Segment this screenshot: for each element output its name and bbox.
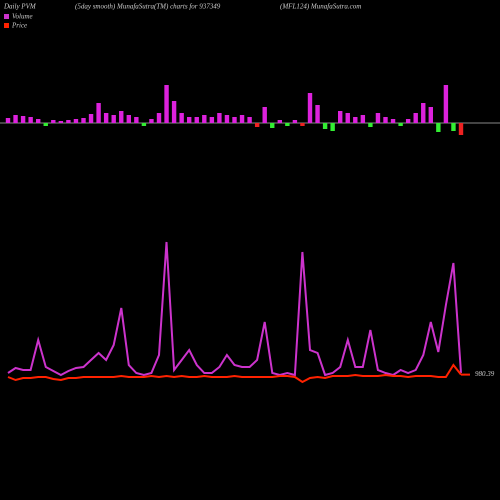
bar (443, 85, 449, 123)
series-line (7, 241, 462, 377)
bar (209, 117, 215, 123)
bar (126, 115, 131, 123)
bar (375, 113, 381, 123)
bar (247, 117, 252, 123)
bar (171, 101, 177, 123)
bar (458, 123, 464, 135)
bar (262, 107, 267, 123)
bar (277, 120, 282, 123)
chart-subtitle: (5day smooth) MunafaSutra(TM) charts for… (75, 3, 221, 11)
bar (405, 119, 411, 123)
bar (13, 115, 18, 123)
bar (179, 113, 184, 123)
bar (156, 113, 162, 123)
bar (36, 119, 41, 123)
bar (315, 105, 320, 123)
bar (368, 123, 373, 127)
bar (360, 115, 366, 123)
bar (428, 107, 433, 123)
legend-label: Volume (12, 13, 33, 21)
bar (66, 120, 71, 123)
bar (81, 118, 86, 123)
bar (111, 115, 116, 123)
legend-label: Price (11, 22, 27, 30)
bar (398, 123, 403, 126)
bar (58, 121, 64, 123)
chart-title: Daily PVM (3, 3, 37, 11)
bar (345, 113, 350, 123)
bar (141, 123, 147, 126)
bar (20, 116, 26, 123)
legend-swatch (4, 14, 9, 19)
bar (96, 103, 101, 123)
bar (330, 123, 335, 131)
bar (413, 113, 418, 123)
bar (119, 111, 124, 123)
bar (239, 115, 245, 123)
bar (285, 123, 290, 126)
bar (300, 123, 305, 126)
bar (217, 113, 222, 123)
bar (43, 123, 48, 126)
bar (232, 117, 237, 123)
bar (322, 123, 328, 129)
bar (5, 118, 11, 123)
bar (451, 123, 456, 131)
bar (88, 114, 94, 123)
value-label: 980.39 (475, 370, 495, 378)
bar (103, 113, 109, 123)
series-line (7, 363, 462, 384)
bar (149, 119, 154, 123)
bar (164, 85, 169, 123)
bar (436, 123, 441, 132)
bar (202, 115, 207, 123)
bar (338, 111, 343, 123)
bar (51, 120, 56, 123)
bar (353, 117, 358, 123)
bar (187, 117, 192, 123)
bar (73, 119, 79, 123)
bar (390, 119, 396, 123)
annotation: (MFL124) MunafaSutra.com (280, 3, 361, 11)
bar (383, 117, 388, 123)
bar (292, 120, 298, 123)
bar (254, 123, 260, 127)
bar (224, 115, 230, 123)
bar (28, 117, 33, 123)
bar (194, 117, 199, 123)
bar (421, 103, 426, 123)
bar (307, 93, 313, 123)
bar (134, 117, 139, 123)
bar (270, 123, 275, 128)
legend-swatch (4, 23, 9, 28)
